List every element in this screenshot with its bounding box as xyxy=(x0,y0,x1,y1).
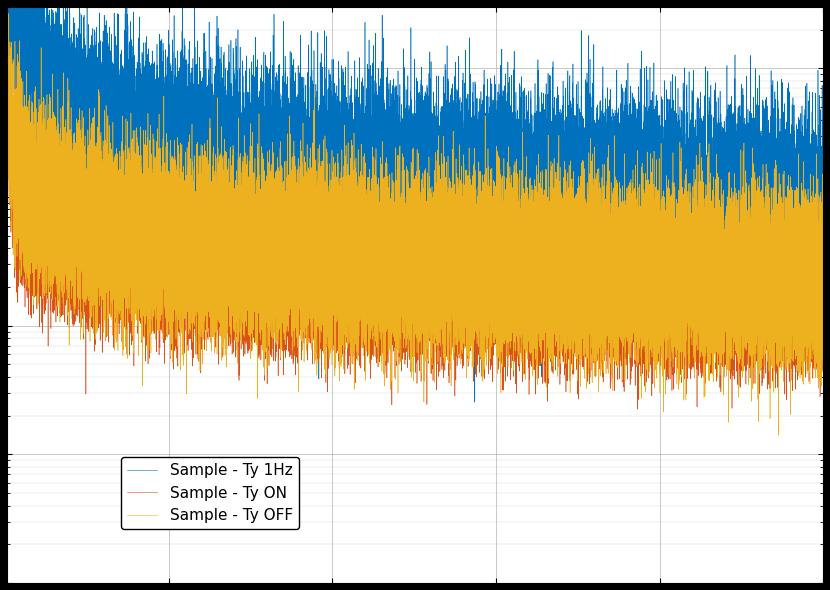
Sample - Ty OFF xyxy=(315,251,325,258)
Sample - Ty 1Hz xyxy=(470,399,480,406)
Line: Sample - Ty ON: Sample - Ty ON xyxy=(7,78,823,409)
Sample - Ty ON xyxy=(4,74,14,81)
Sample - Ty 1Hz xyxy=(608,225,618,232)
Line: Sample - Ty 1Hz: Sample - Ty 1Hz xyxy=(7,0,823,402)
Sample - Ty OFF xyxy=(608,336,618,343)
Sample - Ty OFF xyxy=(445,282,455,289)
Sample - Ty ON xyxy=(818,343,828,350)
Sample - Ty ON xyxy=(632,406,642,413)
Sample - Ty OFF xyxy=(2,131,12,138)
Sample - Ty 1Hz xyxy=(445,190,455,197)
Sample - Ty 1Hz xyxy=(818,265,828,272)
Sample - Ty ON xyxy=(608,302,618,309)
Sample - Ty ON xyxy=(198,310,208,317)
Legend: Sample - Ty 1Hz, Sample - Ty ON, Sample - Ty OFF: Sample - Ty 1Hz, Sample - Ty ON, Sample … xyxy=(120,457,299,529)
Sample - Ty 1Hz xyxy=(57,90,67,97)
Sample - Ty ON xyxy=(315,270,325,277)
Sample - Ty OFF xyxy=(4,10,14,17)
Sample - Ty 1Hz xyxy=(198,119,208,126)
Sample - Ty 1Hz xyxy=(494,178,504,185)
Sample - Ty 1Hz xyxy=(315,189,325,196)
Sample - Ty OFF xyxy=(493,253,503,260)
Sample - Ty OFF xyxy=(57,185,67,192)
Sample - Ty OFF xyxy=(198,250,208,257)
Sample - Ty ON xyxy=(445,266,455,273)
Sample - Ty OFF xyxy=(774,431,784,438)
Sample - Ty ON xyxy=(493,300,503,307)
Sample - Ty ON xyxy=(2,166,12,173)
Line: Sample - Ty OFF: Sample - Ty OFF xyxy=(7,14,823,435)
Sample - Ty OFF xyxy=(818,320,828,327)
Sample - Ty ON xyxy=(57,246,67,253)
